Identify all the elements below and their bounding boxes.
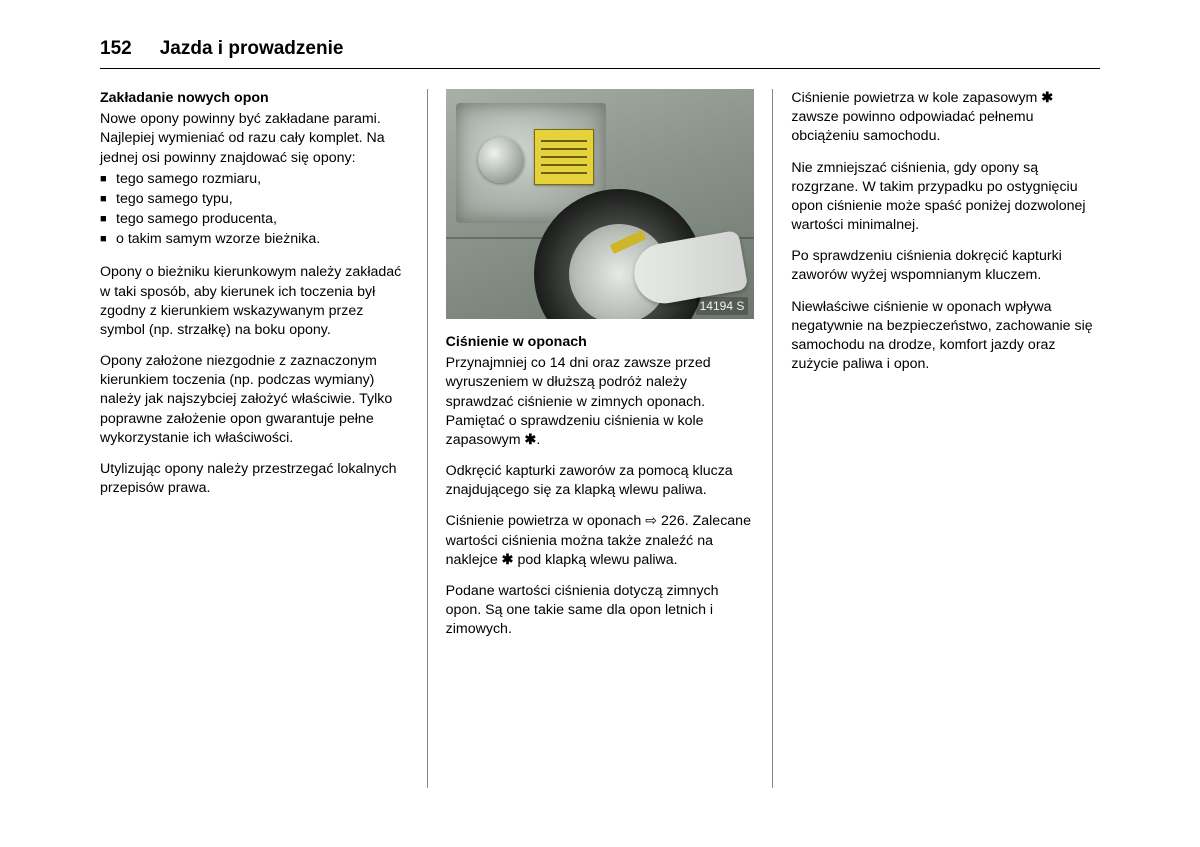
para-c3-2: Nie zmniejszać ciśnienia, gdy opony są r… <box>791 159 1100 236</box>
text: Przynajmniej co 14 dni oraz zawsze przed… <box>446 355 711 448</box>
pressure-sticker-illustration <box>534 129 594 185</box>
figure-label: 14194 S <box>696 297 749 315</box>
text: pod klapką wlewu paliwa. <box>514 552 678 568</box>
text: . <box>536 432 540 448</box>
column-1: Zakładanie nowych opon Nowe opony powinn… <box>100 89 427 788</box>
column-2: 14194 S Ciśnienie w oponach Przynajmniej… <box>428 89 773 788</box>
para-c2-4: Podane wartości ciśnienia dotyczą zimnyc… <box>446 582 755 640</box>
text: Ciśnienie powietrza w oponach <box>446 513 646 529</box>
arrow-icon: ⇨ <box>645 512 657 531</box>
text: zawsze powinno odpowiadać pełnemu obciąż… <box>791 109 1033 144</box>
column-3: Ciśnienie powietrza w kole zapasowym ✱ z… <box>773 89 1100 788</box>
list-item: o takim samym wzorze bieżnika. <box>100 230 409 249</box>
fuel-cap-illustration <box>478 137 524 183</box>
para-c1-1: Nowe opony powinny być zakładane parami.… <box>100 110 409 168</box>
chapter-title: Jazda i prowadzenie <box>160 38 344 60</box>
para-c3-3: Po sprawdzeniu ciśnienia dokręcić kaptur… <box>791 247 1100 285</box>
para-c3-1: Ciśnienie powietrza w kole zapasowym ✱ z… <box>791 89 1100 147</box>
para-c1-3: Opony założone niezgodnie z zaznaczonym … <box>100 352 409 448</box>
columns: Zakładanie nowych opon Nowe opony powinn… <box>100 89 1100 788</box>
page: 152 Jazda i prowadzenie Zakładanie nowyc… <box>0 0 1200 847</box>
snowflake-icon: ✱ <box>525 431 537 450</box>
para-c1-4: Utylizując opony należy przestrzegać lok… <box>100 460 409 498</box>
para-c1-2: Opony o bieżniku kierunkowym należy zakł… <box>100 263 409 340</box>
list-item: tego samego typu, <box>100 190 409 209</box>
text: Ciśnienie powietrza w kole zapasowym <box>791 90 1041 106</box>
list-item: tego samego rozmiaru, <box>100 170 409 189</box>
para-c2-3: Ciśnienie powietrza w oponach ⇨ 226. Zal… <box>446 512 755 570</box>
page-header: 152 Jazda i prowadzenie <box>100 38 1100 69</box>
snowflake-icon: ✱ <box>502 551 514 570</box>
list-item: tego samego producenta, <box>100 210 409 229</box>
page-ref: 226. <box>657 513 689 529</box>
page-number: 152 <box>100 38 132 60</box>
para-c3-4: Niewłaściwe ciśnienie w oponach wpływa n… <box>791 298 1100 375</box>
figure-tire-pressure: 14194 S <box>446 89 755 319</box>
bullet-list: tego samego rozmiaru, tego samego typu, … <box>100 170 409 250</box>
snowflake-icon: ✱ <box>1041 89 1053 108</box>
subheading-new-tires: Zakładanie nowych opon <box>100 89 409 108</box>
para-c2-2: Odkręcić kapturki zaworów za pomocą kluc… <box>446 462 755 500</box>
subheading-tire-pressure: Ciśnienie w oponach <box>446 333 755 352</box>
para-c2-1: Przynajmniej co 14 dni oraz zawsze przed… <box>446 354 755 450</box>
